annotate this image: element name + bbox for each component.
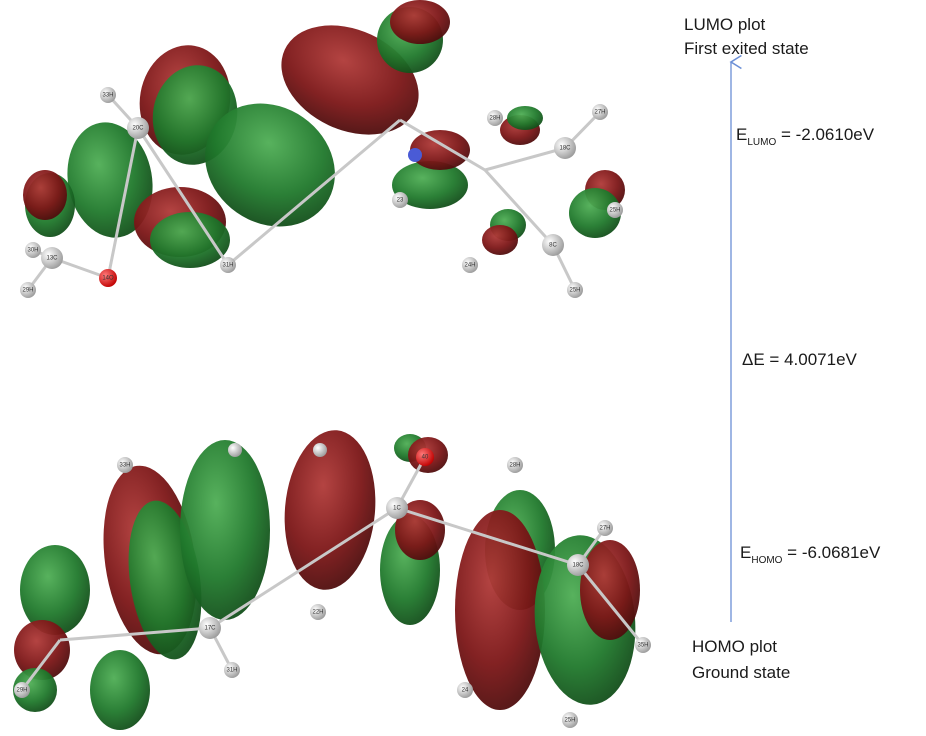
atom-label: 40	[422, 455, 429, 461]
subscript: HOMO	[751, 555, 782, 566]
orbital-lobe	[507, 106, 543, 130]
lumo-energy: ELUMO = -2.0610eV	[736, 125, 875, 148]
orbital-lobe	[278, 426, 382, 593]
lumo-subtitle: First exited state	[684, 39, 809, 58]
atom	[228, 443, 242, 457]
atom-label: 18C	[559, 146, 571, 152]
atom-label: 29H	[16, 688, 27, 694]
atom-label: 25H	[564, 718, 575, 724]
orbital-lobe	[390, 0, 450, 44]
atom-label: 25H	[569, 288, 580, 294]
symbol: E	[736, 125, 747, 144]
orbital-lobe	[20, 545, 90, 635]
homo-energy: EHOMO = -6.0681eV	[740, 543, 881, 566]
atom	[313, 443, 327, 457]
atom-label: 28H	[509, 463, 520, 469]
orbital-lobe	[580, 540, 640, 640]
atom-label: 18C	[572, 563, 584, 569]
atom-label: 33H	[102, 93, 113, 99]
orbital-lobe	[180, 440, 270, 620]
atom-label: 23	[397, 198, 404, 204]
atom	[408, 148, 422, 162]
orbital-lobe	[23, 170, 67, 220]
homo-subtitle: Ground state	[692, 663, 790, 682]
atom-label: 24H	[464, 263, 475, 269]
atom-label: 30H	[27, 248, 38, 254]
atom-label: 14O	[102, 276, 114, 282]
atom-label: 27H	[594, 110, 605, 116]
orbital-lobe	[90, 650, 150, 730]
atom-label: 22H	[312, 610, 323, 616]
subscript: LUMO	[747, 137, 776, 148]
atom-label: 25H	[609, 208, 620, 214]
orbital-lobe	[482, 225, 518, 255]
atom-label: 13C	[46, 256, 58, 262]
atom-label: 27H	[599, 526, 610, 532]
lumo-title: LUMO plot	[684, 15, 766, 34]
homo-title: HOMO plot	[692, 637, 777, 656]
energy-gap: ΔE = 4.0071eV	[742, 350, 858, 369]
atom-label: 17C	[204, 626, 216, 632]
atom-label: 1C	[393, 506, 401, 512]
figure: 33H 20C 28H 27H 18C 23 25H 30H 13C 14O 31H 29H 24H 8C…	[0, 0, 926, 736]
atom-label: 31H	[226, 668, 237, 674]
orbital-lobe	[150, 212, 230, 268]
orbital-lobes	[13, 0, 642, 730]
value: = -6.0681eV	[782, 543, 880, 562]
atom-label: 29H	[22, 288, 33, 294]
symbol: E	[740, 543, 751, 562]
atom-label: 24	[462, 688, 469, 694]
atom-label: 20C	[132, 126, 144, 132]
atom-label: 33H	[119, 463, 130, 469]
atom-label: 35H	[637, 643, 648, 649]
atom-label: 8C	[549, 243, 557, 249]
value: = -2.0610eV	[776, 125, 874, 144]
atom-label: 28H	[489, 116, 500, 122]
atom-label: 31H	[222, 263, 233, 269]
